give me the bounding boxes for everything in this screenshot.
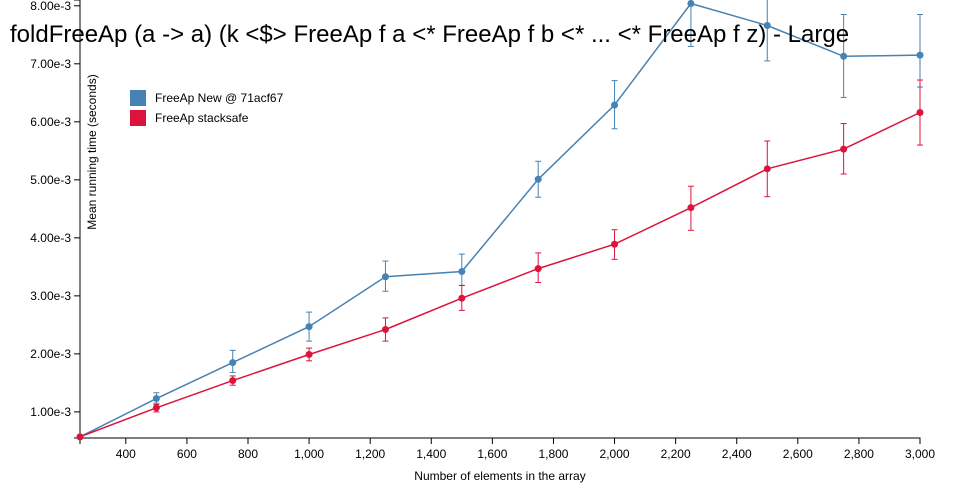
data-point (381, 273, 389, 281)
series-group (76, 0, 924, 441)
x-tick-label: 600 (177, 447, 197, 461)
y-tick-label: 6.00e-3 (30, 115, 71, 129)
data-point (76, 433, 84, 441)
data-point (763, 165, 771, 173)
x-tick-label: 1,200 (355, 447, 385, 461)
data-point (840, 52, 848, 60)
axes: 400 600 800 1,000 1,200 1,400 1,600 1,800 2,000 2… (30, 0, 935, 461)
x-tick-label: 2,600 (783, 447, 813, 461)
legend-label: FreeAp New @ 71acf67 (155, 91, 284, 105)
data-point (152, 395, 160, 403)
x-tick-label: 2,800 (844, 447, 874, 461)
x-axis-label: Number of elements in the array (414, 469, 585, 483)
data-point (534, 175, 542, 183)
y-axis-label: Mean running time (seconds) (85, 74, 99, 229)
x-tick-label: 2,200 (661, 447, 691, 461)
x-tick-label: 2,400 (722, 447, 752, 461)
data-point (763, 22, 771, 30)
data-point (305, 323, 313, 331)
data-point (840, 145, 848, 153)
series-layer (76, 0, 924, 441)
x-tick-label: 800 (238, 447, 258, 461)
legend-label: FreeAp stacksafe (155, 111, 249, 125)
data-point (611, 101, 619, 109)
legend-swatch (130, 110, 146, 126)
x-axis-line (79, 437, 921, 444)
x-tick-label: 1,600 (477, 447, 507, 461)
y-tick-label: 3.00e-3 (30, 289, 71, 303)
data-point (687, 204, 695, 212)
data-point (305, 350, 313, 358)
x-tick-label: 1,000 (294, 447, 324, 461)
legend: FreeAp New @ 71acf67 FreeAp stacksafe (130, 90, 284, 126)
y-tick-label: 4.00e-3 (30, 231, 71, 245)
x-tick-label: 3,000 (905, 447, 935, 461)
data-point (916, 51, 924, 59)
legend-swatch (130, 90, 146, 106)
x-tick-label: 1,400 (416, 447, 446, 461)
y-tick-label: 5.00e-3 (30, 173, 71, 187)
data-point (152, 404, 160, 412)
y-tick-label: 8.00e-3 (30, 0, 71, 13)
series-line (79, 111, 921, 438)
y-axis-line (74, 0, 81, 439)
data-point (229, 359, 237, 367)
data-point (534, 265, 542, 273)
y-tick-label: 1.00e-3 (30, 405, 71, 419)
x-tick-label: 1,800 (538, 447, 568, 461)
chart-title: foldFreeAp (a -> a) (k <$> FreeAp f a <*… (10, 21, 849, 48)
series-group (76, 79, 924, 441)
data-point (611, 240, 619, 248)
data-point (687, 0, 695, 7)
y-tick-label: 7.00e-3 (30, 57, 71, 71)
data-point (381, 326, 389, 334)
data-point (916, 109, 924, 117)
x-tick-label: 400 (116, 447, 136, 461)
data-point (458, 268, 466, 276)
data-point (229, 377, 237, 385)
data-point (458, 294, 466, 302)
y-tick-label: 2.00e-3 (30, 347, 71, 361)
series-line (79, 2, 921, 438)
x-tick-label: 2,000 (600, 447, 630, 461)
